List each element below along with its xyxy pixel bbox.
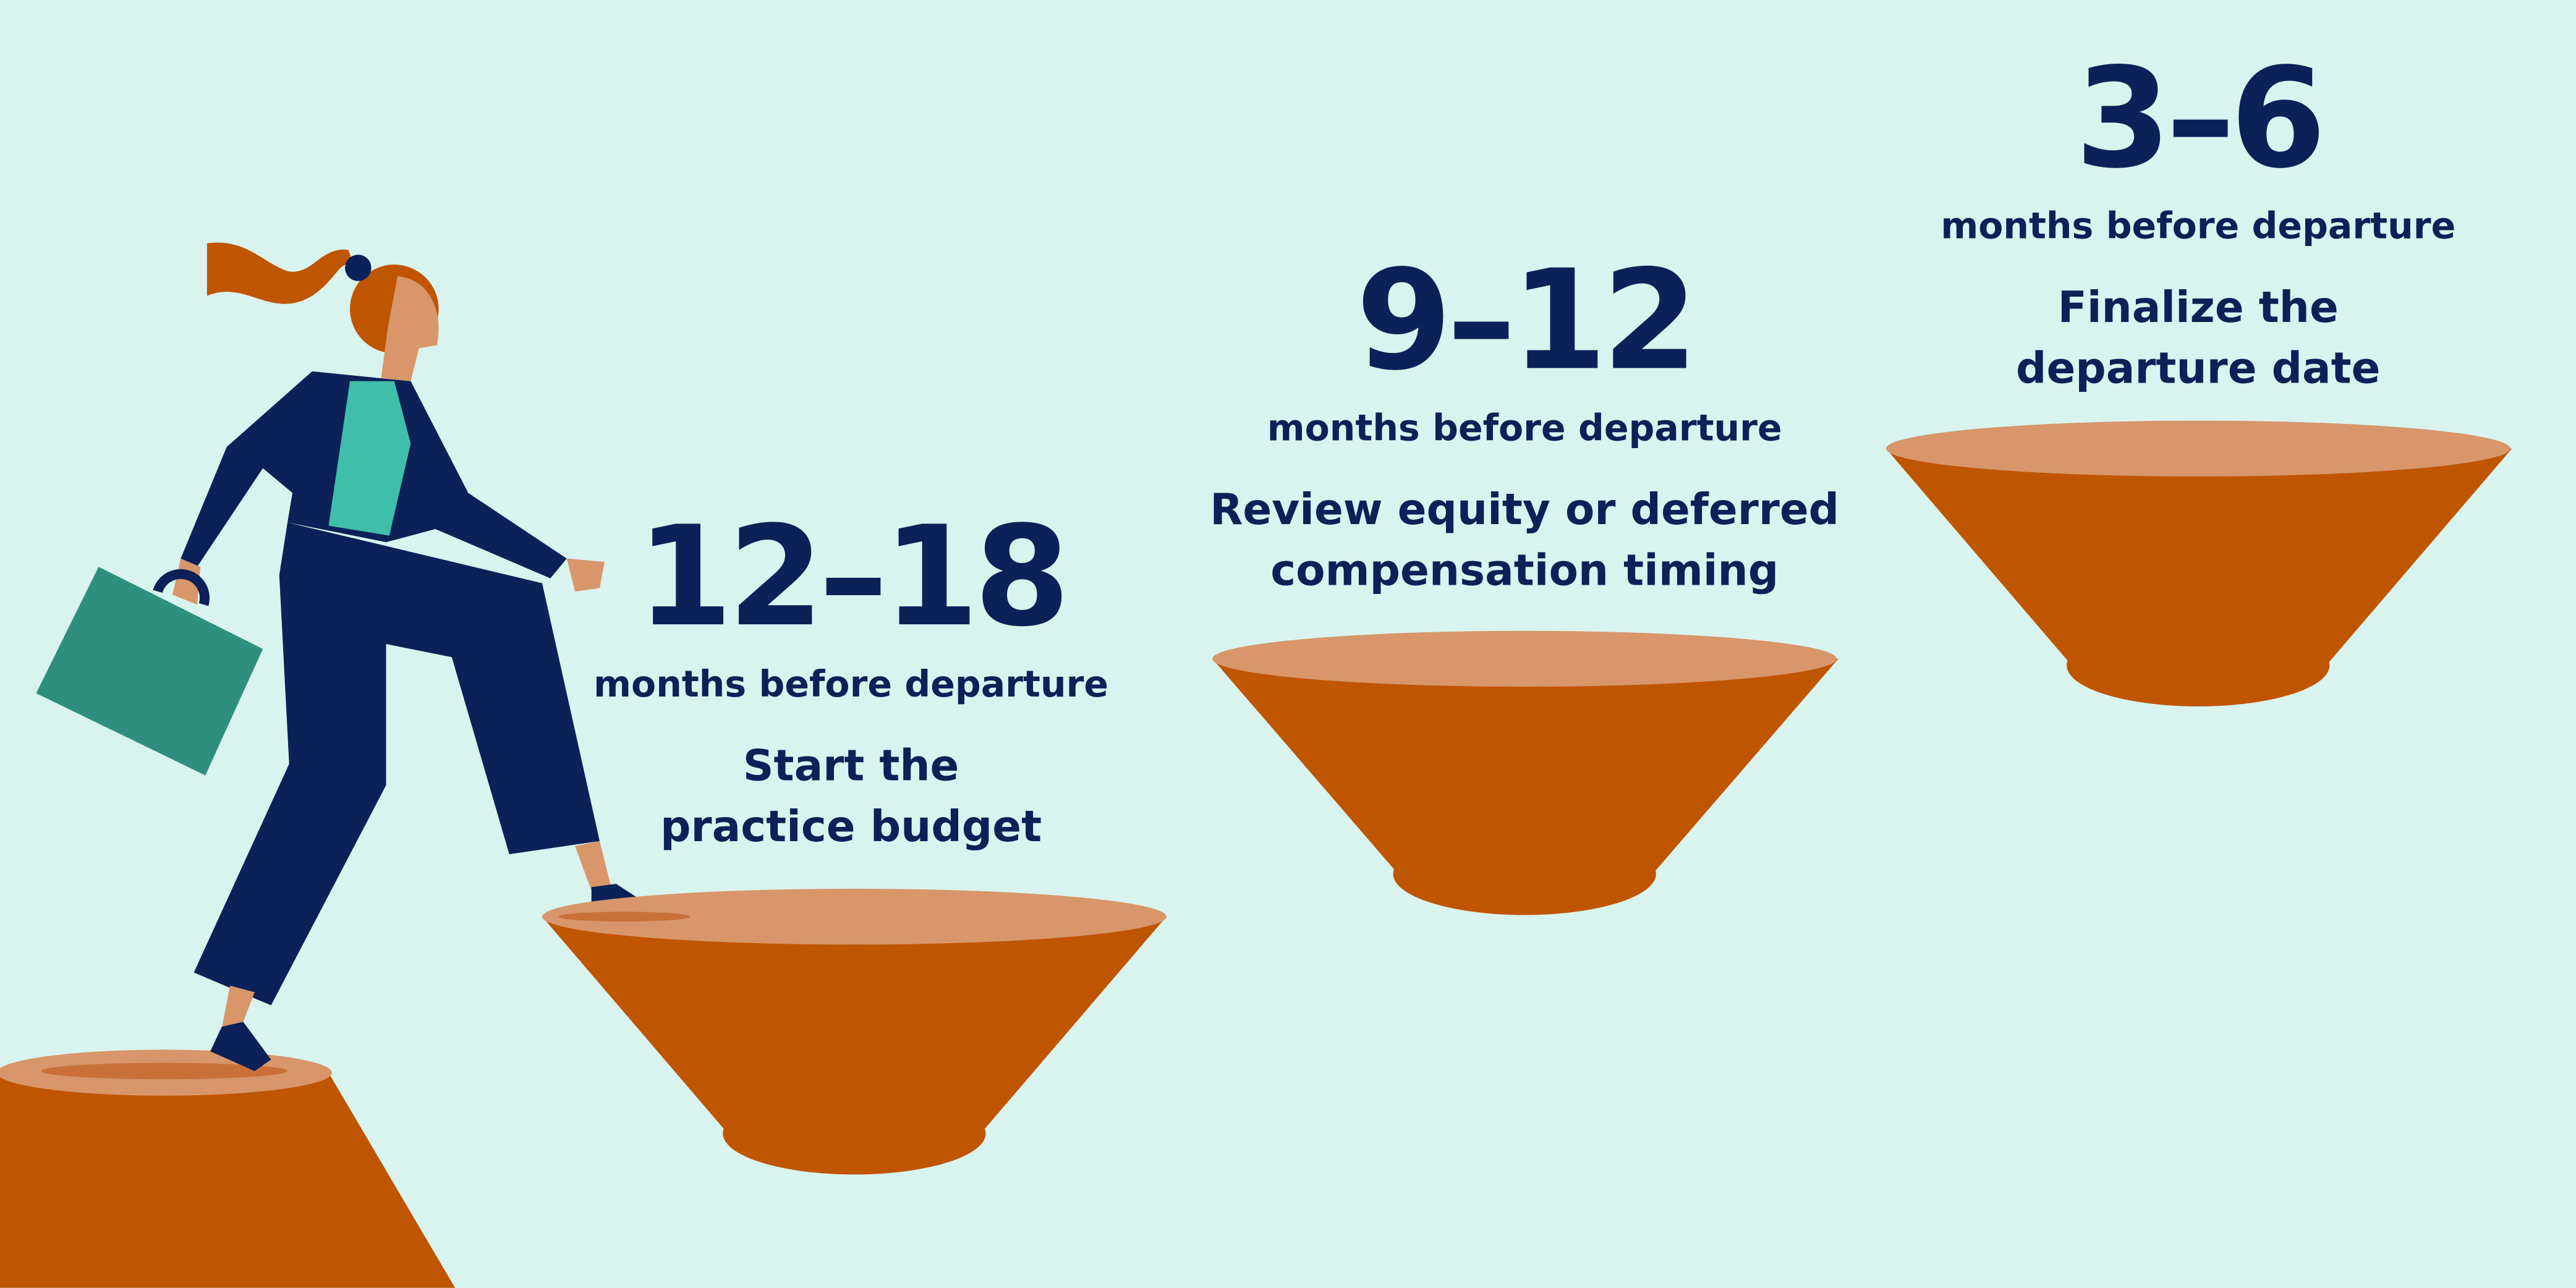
cone-3	[1885, 420, 2512, 706]
step-action: Finalize the	[2058, 283, 2339, 333]
step-unit: months before departure	[1941, 205, 2455, 247]
step-action: Review equity or deferred	[1210, 485, 1839, 535]
step-range: 3–6	[2075, 38, 2321, 199]
woman-illustration	[36, 242, 654, 1071]
step-unit: months before departure	[593, 663, 1108, 705]
step-action: departure date	[2016, 344, 2381, 393]
step-action: Start the	[743, 742, 959, 791]
cone-1	[542, 888, 1167, 1175]
step-unit: months before departure	[1267, 407, 1782, 449]
step-range: 12–18	[637, 496, 1065, 657]
cone-2	[1212, 630, 1838, 915]
step-action: practice budget	[660, 802, 1042, 852]
step-action: compensation timing	[1270, 546, 1779, 595]
step-range: 9–12	[1356, 240, 1693, 401]
step-labels: 12–18 months before departure Start the pra…	[593, 38, 2455, 852]
